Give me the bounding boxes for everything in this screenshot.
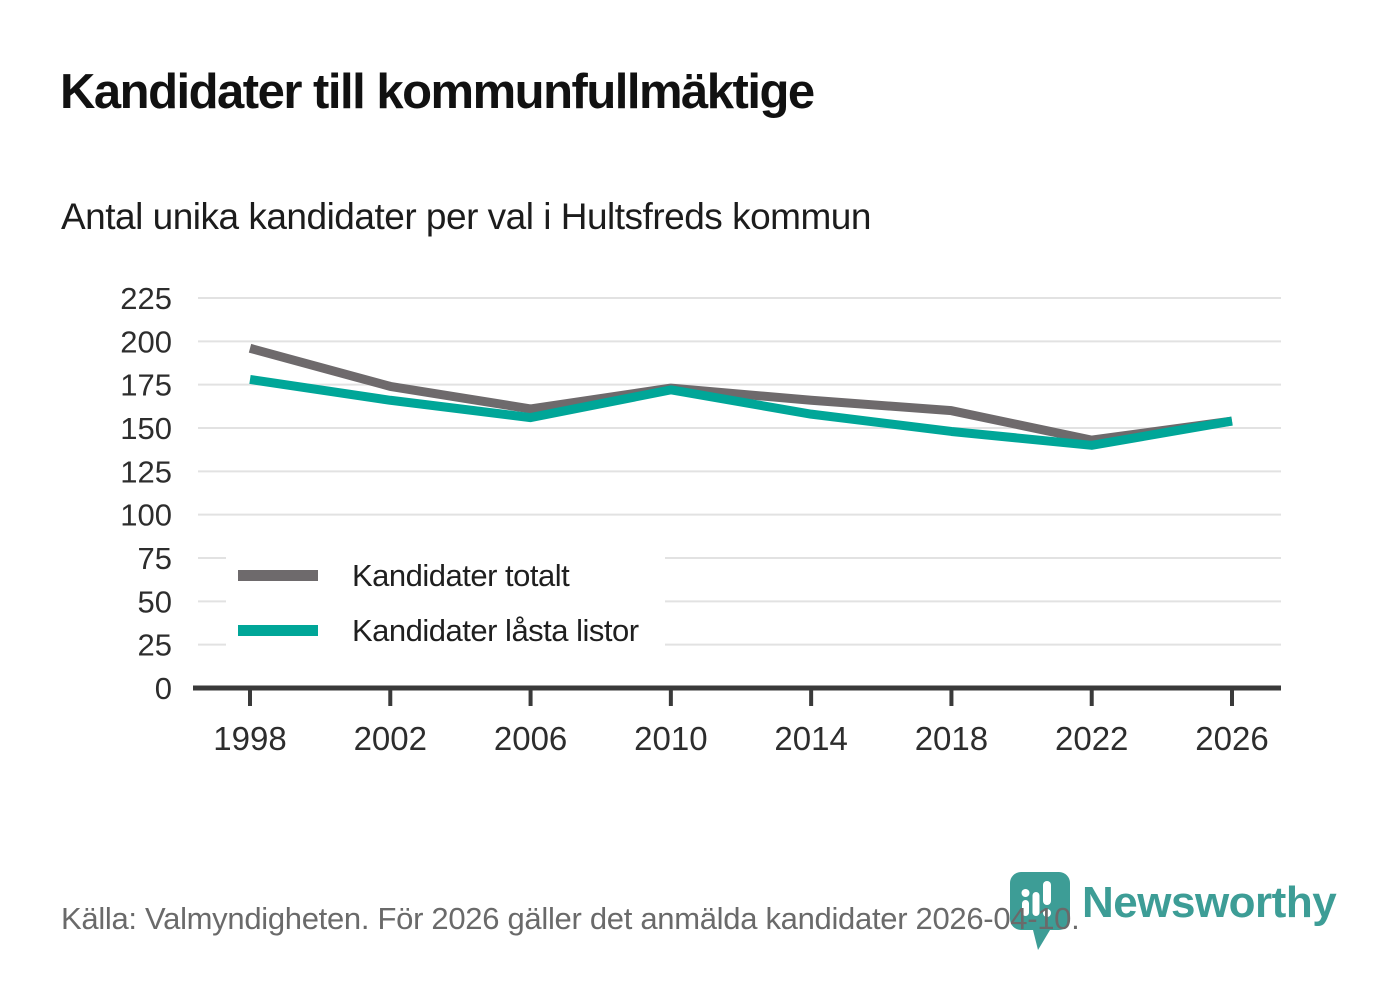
series-line-1 — [249, 375, 1233, 450]
x-tick-label: 2014 — [774, 720, 847, 757]
legend-item-totalt: Kandidater totalt — [238, 548, 639, 603]
legend-item-lasta-listor: Kandidater låsta listor — [238, 603, 639, 658]
y-tick-label: 225 — [120, 281, 172, 316]
y-tick-label: 150 — [120, 411, 172, 446]
y-tick-label: 175 — [120, 368, 172, 403]
x-tick-label: 2010 — [634, 720, 707, 757]
page-subtitle: Antal unika kandidater per val i Hultsfr… — [61, 196, 871, 237]
y-tick-label: 200 — [120, 324, 172, 359]
x-tick-label: 2006 — [494, 720, 567, 757]
source-note: Källa: Valmyndigheten. För 2026 gäller d… — [61, 901, 1080, 936]
series-line-0 — [248, 343, 1233, 445]
newsworthy-pin-icon — [1010, 872, 1070, 950]
x-tick-label: 1998 — [213, 720, 286, 757]
y-tick-label: 0 — [155, 671, 172, 706]
y-tick-label: 75 — [138, 541, 172, 576]
x-tick-label: 2022 — [1055, 720, 1128, 757]
chart-legend: Kandidater totalt Kandidater låsta listo… — [226, 540, 665, 670]
legend-label-lasta-listor: Kandidater låsta listor — [352, 612, 639, 648]
legend-swatch-totalt — [238, 570, 318, 581]
y-tick-label: 100 — [120, 498, 172, 533]
x-tick-label: 2026 — [1195, 720, 1268, 757]
legend-label-totalt: Kandidater totalt — [352, 557, 570, 593]
y-tick-label: 125 — [120, 454, 172, 489]
newsworthy-wordmark: Newsworthy — [1082, 878, 1337, 927]
y-tick-label: 50 — [138, 584, 172, 619]
legend-swatch-lasta-listor — [238, 625, 318, 636]
x-tick-label: 2018 — [915, 720, 988, 757]
y-tick-label: 25 — [138, 628, 172, 663]
newsworthy-logo: Newsworthy — [1008, 870, 1337, 954]
page-title: Kandidater till kommunfullmäktige — [60, 65, 815, 119]
x-tick-label: 2002 — [354, 720, 427, 757]
